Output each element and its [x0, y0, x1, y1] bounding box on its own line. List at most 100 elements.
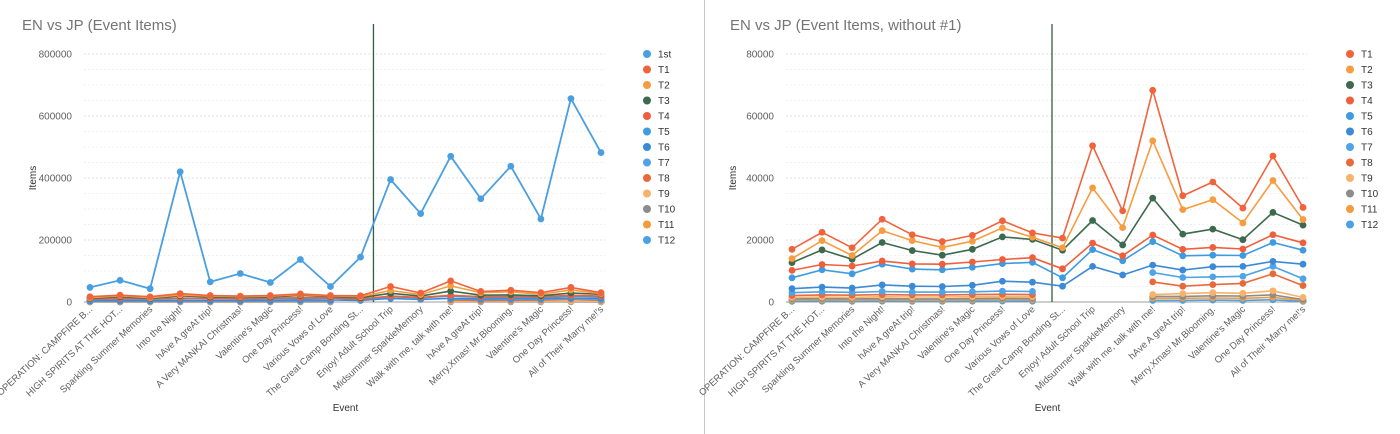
series-line-t1: [791, 87, 1304, 250]
legend-label-t3: T3: [1361, 81, 1373, 92]
data-point-1st: [357, 253, 364, 261]
legend-label-t12: T12: [1361, 220, 1379, 231]
data-point-t2: [908, 237, 916, 245]
data-point-t1: [176, 290, 184, 298]
data-point-t2: [999, 224, 1006, 232]
data-point-t2: [1209, 196, 1217, 204]
data-point-t1: [86, 293, 94, 301]
data-point-t1: [1119, 207, 1127, 215]
legend-label-t6: T6: [1361, 127, 1373, 138]
data-point-t8: [1299, 282, 1307, 289]
data-point-1st: [86, 284, 94, 291]
data-point-t1: [1149, 86, 1157, 94]
legend-marker-t1: [643, 65, 651, 74]
data-point-t5: [818, 266, 826, 274]
y-tick-label: 60000: [746, 112, 774, 123]
data-point-1st: [236, 270, 244, 277]
data-point-t9: [1149, 291, 1157, 298]
legend-marker-t5: [643, 127, 651, 136]
data-point-t1: [206, 292, 214, 299]
legend-label-t12: T12: [658, 236, 676, 247]
legend-label-t9: T9: [658, 189, 670, 200]
data-point-t5: [1299, 246, 1307, 254]
data-point-t1: [236, 292, 244, 300]
data-point-t2: [1239, 219, 1247, 227]
legend-marker-t2: [643, 81, 651, 89]
data-point-t6: [968, 281, 976, 289]
series-line-1st: [89, 96, 602, 290]
data-point-t1: [266, 292, 274, 299]
data-point-t5: [1179, 252, 1187, 260]
y-tick-label: 80000: [746, 50, 774, 61]
data-point-t9: [1179, 290, 1187, 298]
legend-marker-t7: [643, 158, 651, 167]
data-point-t3: [1149, 194, 1157, 202]
series-line-t2: [791, 138, 1304, 260]
legend-marker-t6: [643, 143, 651, 151]
legend-marker-t12: [643, 236, 651, 244]
data-point-t5: [788, 274, 796, 282]
data-point-t2: [818, 237, 826, 245]
data-point-t4: [1119, 252, 1127, 260]
data-point-t4: [938, 260, 946, 268]
data-point-t6: [848, 284, 856, 292]
data-point-t1: [507, 286, 515, 294]
legend-marker-t3: [643, 96, 651, 105]
data-point-t2: [848, 252, 856, 259]
data-point-t3: [968, 245, 976, 253]
legend-marker-t7: [1346, 143, 1354, 151]
data-point-t4: [878, 257, 886, 265]
data-point-t9: [1239, 289, 1247, 297]
data-point-t4: [1179, 245, 1187, 253]
data-point-t3: [818, 246, 826, 254]
data-point-t3: [878, 239, 886, 246]
series-line-t3: [791, 196, 1304, 264]
data-point-t2: [878, 227, 886, 235]
data-point-1st: [297, 256, 304, 263]
data-point-t8: [1269, 270, 1277, 278]
chart-panel-left: EN vs JP (Event Items) 0 200000 400000 6000…: [0, 17, 676, 414]
data-point-t1: [1299, 204, 1307, 211]
data-point-t1: [146, 293, 154, 301]
legend-marker-t10: [643, 205, 651, 213]
data-point-t7: [938, 288, 946, 296]
panel-divider: [704, 0, 705, 434]
data-point-t6: [1269, 257, 1277, 265]
y-tick-label: 20000: [746, 236, 774, 247]
data-point-t7: [999, 287, 1006, 295]
data-point-t3: [1179, 230, 1187, 238]
data-point-t2: [788, 255, 796, 262]
data-point-t8: [1209, 281, 1217, 289]
x-axis-title: Event: [1035, 403, 1061, 414]
data-point-t6: [938, 283, 946, 290]
data-point-t2: [968, 237, 976, 245]
data-point-t4: [1029, 254, 1036, 262]
data-point-1st: [477, 195, 485, 203]
data-point-t3: [1209, 225, 1217, 233]
data-point-t8: [1179, 282, 1187, 290]
data-point-t7: [1299, 275, 1307, 283]
data-point-t2: [1269, 177, 1277, 184]
data-point-t6: [788, 285, 796, 293]
data-point-t4: [908, 260, 916, 268]
data-point-1st: [417, 210, 425, 218]
data-point-t2: [1299, 216, 1307, 223]
data-point-t1: [1089, 142, 1096, 150]
y-tick-label: 400000: [39, 174, 73, 185]
data-point-t4: [968, 258, 976, 266]
legend-marker-t2: [1346, 65, 1354, 74]
data-point-t6: [1149, 261, 1157, 269]
data-point-t1: [597, 289, 605, 297]
data-point-t4: [999, 256, 1006, 263]
data-point-t2: [1059, 244, 1066, 252]
series-line-t6: [89, 297, 602, 302]
legend-label-t8: T8: [658, 174, 670, 185]
legend-label-t11: T11: [658, 220, 675, 231]
legend-label-t7: T7: [658, 158, 670, 169]
data-point-t5: [968, 263, 976, 271]
data-point-t1: [1209, 178, 1217, 186]
data-point-t1: [447, 277, 455, 285]
chart-title-right: EN vs JP (Event Items, without #1): [730, 17, 962, 34]
